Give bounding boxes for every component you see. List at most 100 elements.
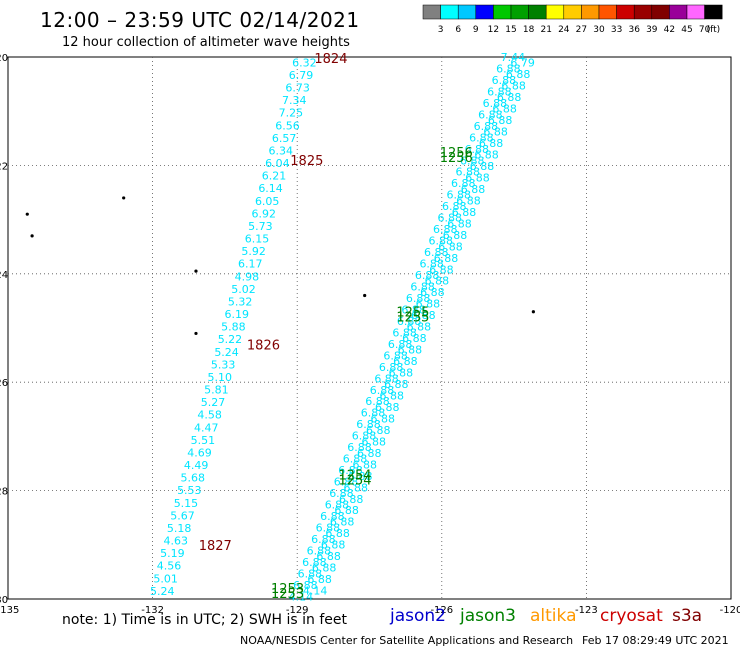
swh-label: 6.88 — [424, 246, 449, 259]
legend-s3a: s3a — [672, 606, 703, 626]
time-label: 1255 — [396, 306, 429, 321]
swh-label: 6.88 — [461, 183, 486, 196]
swh-label: 6.88 — [456, 194, 481, 207]
swh-label: 4.63 — [164, 535, 189, 548]
swh-label: 6.88 — [347, 441, 372, 454]
swh-label: 6.88 — [419, 258, 444, 271]
swh-label: 6.88 — [497, 91, 522, 104]
swh-label: 6.88 — [415, 269, 440, 282]
swh-label: 6.88 — [352, 430, 377, 443]
time-label: 1256 — [440, 151, 473, 166]
island-mark — [363, 293, 367, 298]
swh-label: 6.19 — [224, 308, 249, 321]
colorbar-label: (ft) — [707, 25, 721, 35]
swh-label: 6.88 — [437, 212, 462, 225]
swh-label: 6.88 — [433, 223, 458, 236]
swh-label: 5.27 — [201, 396, 226, 409]
plot-frame — [7, 56, 732, 600]
swh-label: 4.49 — [184, 459, 209, 472]
swh-label: 6.88 — [501, 80, 526, 93]
y-tick-label: -20 — [0, 53, 8, 64]
colorbar-label: 21 — [540, 25, 551, 35]
swh-label: 6.88 — [487, 85, 512, 98]
swh-label: 6.88 — [380, 389, 405, 402]
swh-label: 6.88 — [483, 97, 508, 110]
swh-label: 5.33 — [211, 358, 236, 371]
legend-jason3: jason3 — [460, 606, 516, 626]
swh-label: 6.05 — [255, 195, 280, 208]
swh-label: 6.88 — [402, 332, 427, 345]
swh-label: 6.88 — [316, 550, 341, 563]
swh-label: 5.22 — [218, 333, 243, 346]
swh-label: 6.88 — [293, 579, 318, 592]
swh-label: 6.88 — [428, 235, 453, 248]
swh-label: 6.88 — [397, 315, 422, 328]
chart-subtitle: 12 hour collection of altimeter wave hei… — [62, 35, 350, 50]
colorbar-label: 27 — [576, 25, 587, 35]
swh-label: 6.88 — [362, 435, 387, 448]
colorbar-swatch — [704, 4, 723, 20]
swh-label: 6.04 — [265, 157, 290, 170]
time-label: 1256 — [440, 146, 473, 161]
swh-label: 5.88 — [221, 321, 246, 334]
y-tick-label: -26 — [0, 378, 8, 389]
swh-label: 6.79 — [289, 69, 314, 82]
swh-label: 6.88 — [320, 510, 345, 523]
swh-label: 6.88 — [447, 189, 472, 202]
swh-label: 5.67 — [170, 509, 195, 522]
swh-label: 6.88 — [479, 137, 504, 150]
credit-text: NOAA/NESDIS Center for Satellite Applica… — [240, 634, 574, 647]
swh-label: 6.88 — [329, 487, 354, 500]
swh-label: 5.01 — [153, 572, 178, 585]
swh-label: 6.88 — [474, 120, 499, 133]
swh-label: 6.88 — [365, 395, 390, 408]
swh-label: 6.21 — [262, 170, 287, 183]
island-mark — [194, 269, 198, 273]
swh-label: 4.56 — [157, 560, 182, 573]
chart-title: 12:00 – 23:59 UTC 02/14/2021 — [40, 8, 360, 32]
x-tick-label: -129 — [286, 605, 309, 616]
swh-label: 5.81 — [204, 384, 229, 397]
swh-label: 6.88 — [393, 355, 418, 368]
swh-label: 6.34 — [268, 144, 293, 157]
swh-label: 6.88 — [379, 361, 404, 374]
x-tick-label: -135 — [0, 605, 19, 616]
island-mark — [194, 331, 198, 336]
swh-label: 6.88 — [352, 458, 377, 471]
swh-label: 6.79 — [510, 57, 535, 70]
swh-label: 6.88 — [438, 240, 463, 253]
legend-altika: altika — [530, 606, 577, 626]
swh-label: 5.51 — [191, 434, 216, 447]
swh-label: 5.32 — [228, 295, 253, 308]
swh-label: 6.88 — [460, 154, 485, 167]
swh-label: 6.56 — [275, 119, 300, 132]
colorbar-label: 3 — [438, 25, 444, 35]
swh-label: 6.88 — [420, 286, 445, 299]
swh-label: 6.88 — [371, 412, 396, 425]
swh-label: 5.24 — [214, 346, 239, 359]
x-tick-label: -120 — [720, 605, 740, 616]
swh-label: 6.88 — [384, 378, 409, 391]
swh-label: 5.92 — [241, 245, 266, 258]
time-label: 1824 — [314, 52, 347, 67]
swh-label: 5.19 — [160, 547, 185, 560]
time-label: 1253 — [271, 582, 304, 597]
colorbar-label: 42 — [664, 25, 675, 35]
swh-label: 6.88 — [307, 544, 332, 557]
time-label: 1253 — [271, 587, 304, 602]
time-label: 1254 — [338, 468, 371, 483]
colorbar-label: 36 — [628, 25, 640, 35]
swh-label: 6.88 — [465, 171, 490, 184]
swh-label: 6.88 — [398, 344, 423, 357]
swh-label: 6.88 — [316, 521, 341, 534]
colorbar-label: 6 — [455, 25, 461, 35]
swh-label: 6.88 — [330, 516, 355, 529]
swh-label: 5.15 — [174, 497, 199, 510]
swh-label: 7.34 — [282, 94, 307, 107]
colorbar-label: 12 — [488, 25, 499, 35]
swh-label: 6.88 — [411, 309, 436, 322]
y-tick-label: -22 — [0, 161, 8, 172]
swh-label: 6.88 — [321, 539, 346, 552]
y-tick-label: -30 — [0, 595, 8, 606]
swh-label: 6.88 — [343, 481, 368, 494]
